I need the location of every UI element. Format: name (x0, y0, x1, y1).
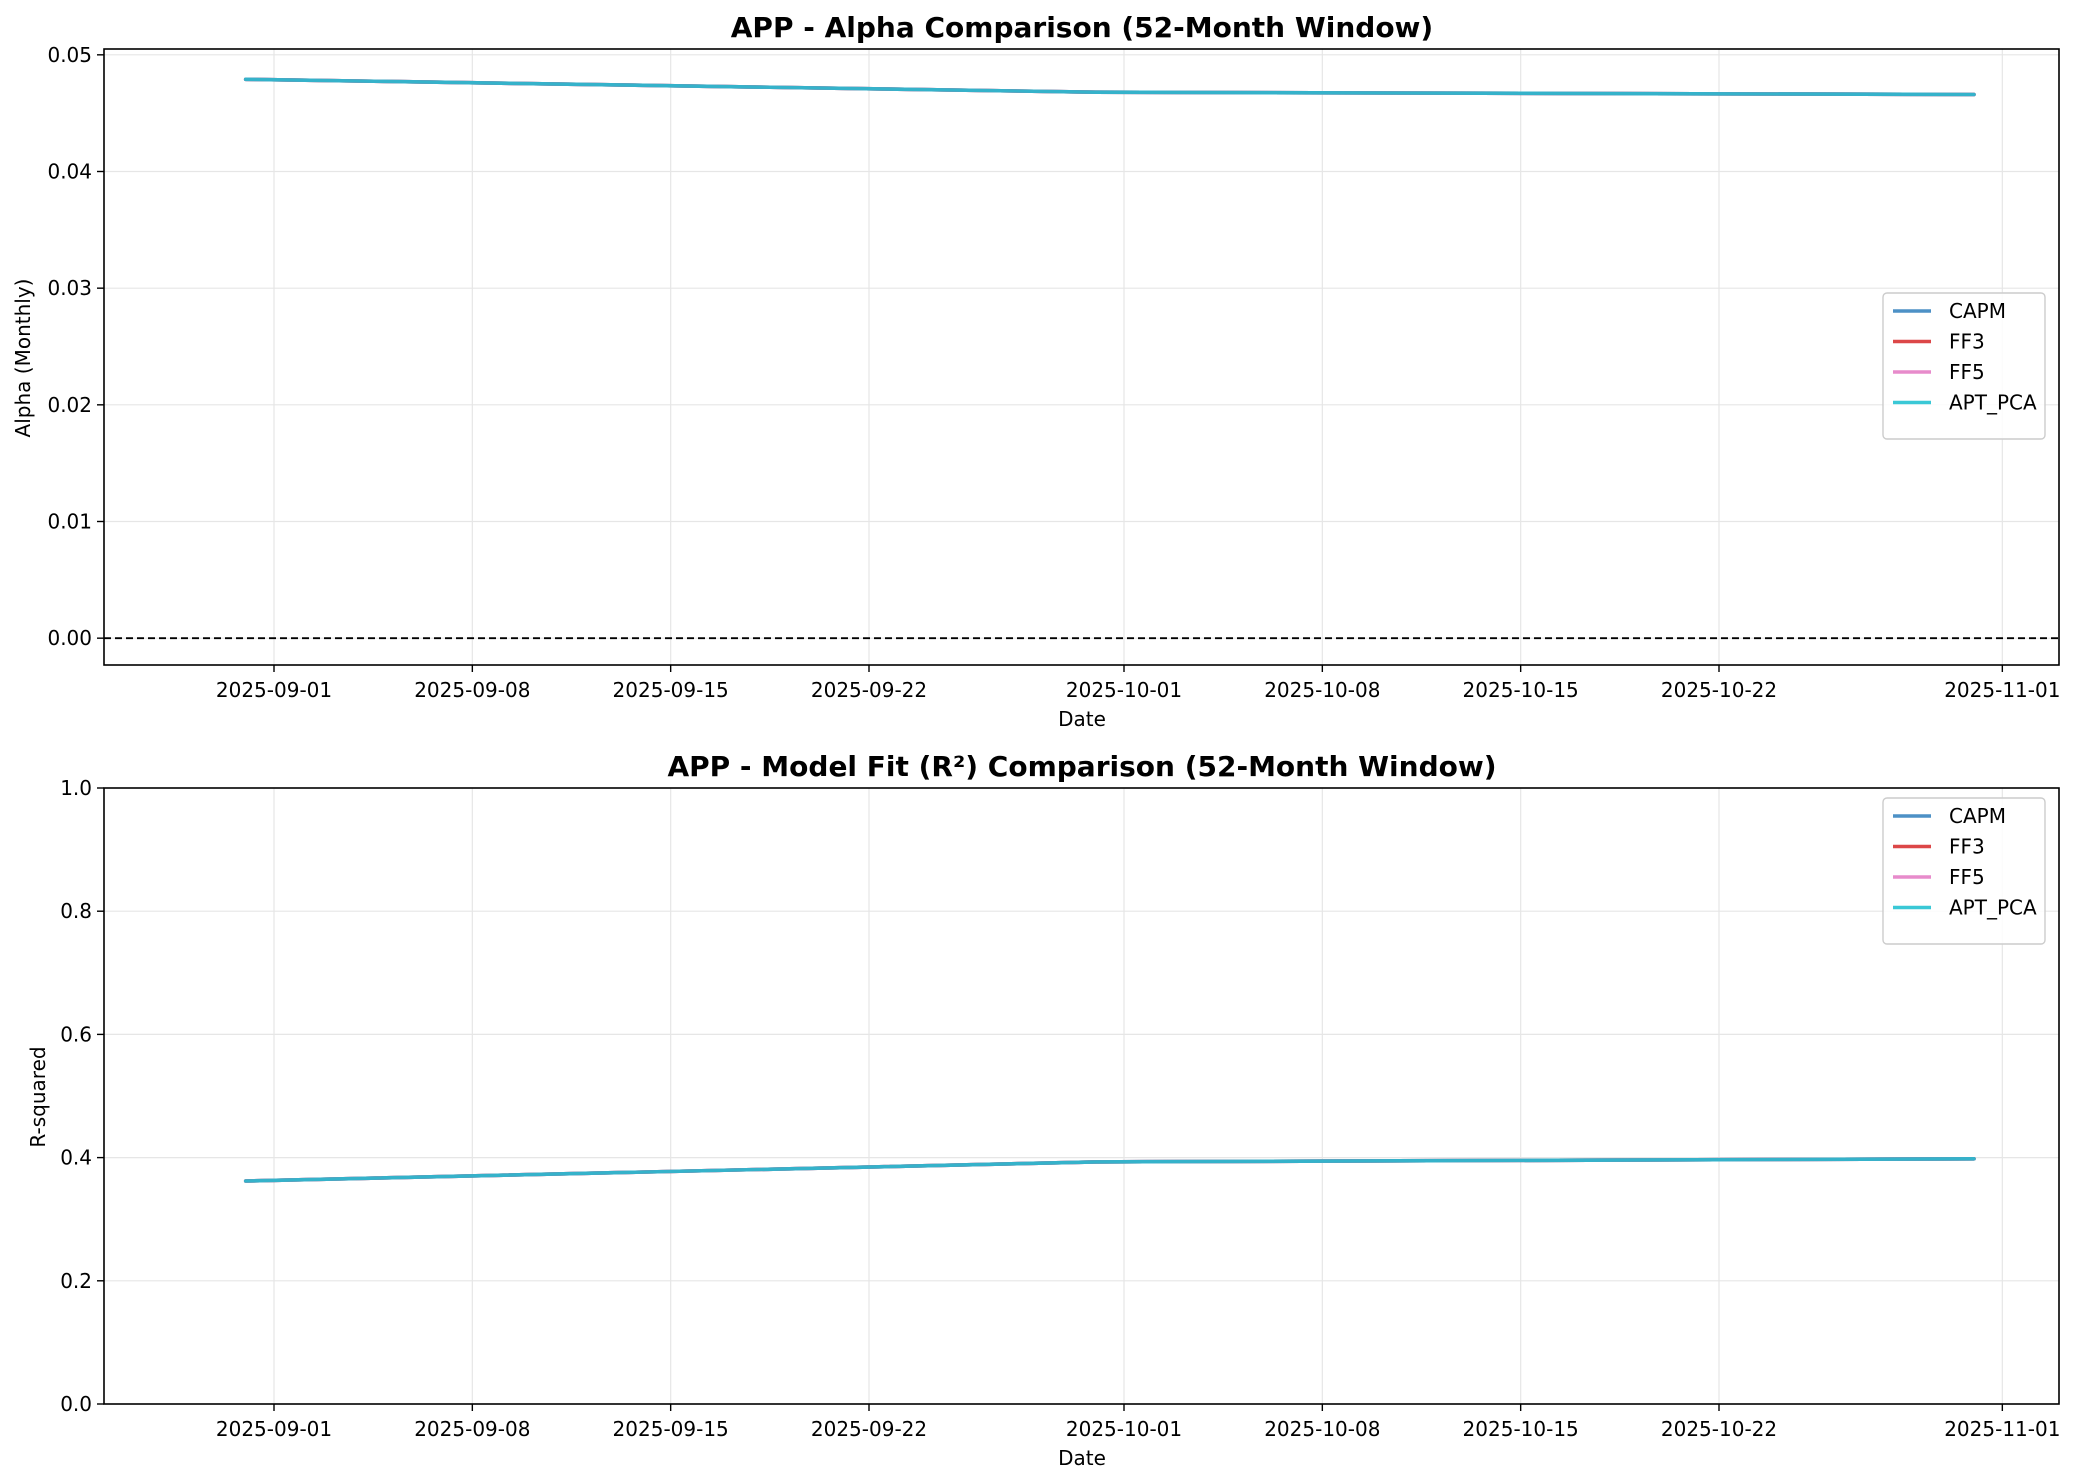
legend-label: APT_PCA (1949, 391, 2037, 415)
x-tick-label: 2025-09-08 (414, 1417, 530, 1441)
x-tick-label: 2025-11-01 (1944, 678, 2060, 702)
y-tick-label: 0.05 (47, 43, 92, 67)
rsquared-chart-panel: APP - Model Fit (R²) Comparison (52-Mont… (26, 750, 2060, 1470)
x-tick-label: 2025-10-08 (1264, 1417, 1380, 1441)
legend-label: FF3 (1949, 330, 1985, 354)
legend: CAPM FF3 FF5 APT_PCA (1882, 292, 2046, 440)
x-tick-label: 2025-09-01 (216, 1417, 332, 1441)
series-line-apt-pca (243, 77, 1976, 97)
x-tick-label: 2025-10-15 (1463, 678, 1579, 702)
x-axis-label: Date (1058, 707, 1106, 731)
legend-label: FF5 (1949, 865, 1985, 889)
y-axis-label: R-squared (26, 1046, 50, 1147)
x-tick-label: 2025-09-22 (811, 678, 927, 702)
x-tick-label: 2025-09-15 (613, 1417, 729, 1441)
x-tick-label: 2025-10-01 (1066, 1417, 1182, 1441)
y-tick-label: 0.0 (60, 1392, 92, 1416)
x-tick-label: 2025-09-01 (216, 678, 332, 702)
y-axis-ticks: 0.0 0.2 0.4 0.6 0.8 1.0 (60, 776, 104, 1416)
y-tick-label: 0.02 (47, 393, 92, 417)
y-tick-label: 0.8 (60, 899, 92, 923)
chart-title: APP - Alpha Comparison (52-Month Window) (731, 11, 1433, 44)
chart-title: APP - Model Fit (R²) Comparison (52-Mont… (667, 750, 1496, 783)
x-tick-label: 2025-10-01 (1066, 678, 1182, 702)
alpha-chart-panel: APP - Alpha Comparison (52-Month Window)… (11, 11, 2060, 731)
x-axis-ticks: 2025-09-01 2025-09-08 2025-09-15 2025-09-22… (216, 1404, 2060, 1441)
legend-label: FF3 (1949, 835, 1985, 859)
x-tick-label: 2025-10-22 (1661, 1417, 1777, 1441)
legend: CAPM FF3 FF5 APT_PCA (1882, 797, 2046, 945)
x-tick-label: 2025-10-08 (1264, 678, 1380, 702)
legend-label: FF5 (1949, 360, 1985, 384)
legend-label: CAPM (1949, 299, 2006, 323)
series-lines (243, 1157, 1976, 1183)
y-axis-label: Alpha (Monthly) (11, 279, 35, 438)
x-axis-ticks: 2025-09-01 2025-09-08 2025-09-15 2025-09-22… (216, 665, 2060, 702)
y-tick-label: 1.0 (60, 776, 92, 800)
x-tick-label: 2025-09-15 (613, 678, 729, 702)
legend-label: APT_PCA (1949, 896, 2037, 920)
y-tick-label: 0.03 (47, 276, 92, 300)
plot-area-frame (103, 48, 2060, 666)
y-tick-label: 0.2 (60, 1269, 92, 1293)
x-tick-label: 2025-10-15 (1463, 1417, 1579, 1441)
y-tick-label: 0.00 (47, 626, 92, 650)
x-tick-label: 2025-10-22 (1661, 678, 1777, 702)
series-line-apt-pca (243, 1157, 1976, 1183)
y-tick-label: 0.4 (60, 1146, 92, 1170)
y-axis-ticks: 0.00 0.01 0.02 0.03 0.04 0.05 (47, 43, 104, 650)
x-axis-label: Date (1058, 1446, 1106, 1470)
y-tick-label: 0.04 (47, 160, 92, 184)
y-tick-label: 0.6 (60, 1022, 92, 1046)
series-lines (243, 77, 1976, 97)
y-tick-label: 0.01 (47, 510, 92, 534)
plot-area-frame (103, 787, 2060, 1405)
x-tick-label: 2025-09-08 (414, 678, 530, 702)
legend-label: CAPM (1949, 804, 2006, 828)
x-tick-label: 2025-09-22 (811, 1417, 927, 1441)
x-tick-label: 2025-11-01 (1944, 1417, 2060, 1441)
